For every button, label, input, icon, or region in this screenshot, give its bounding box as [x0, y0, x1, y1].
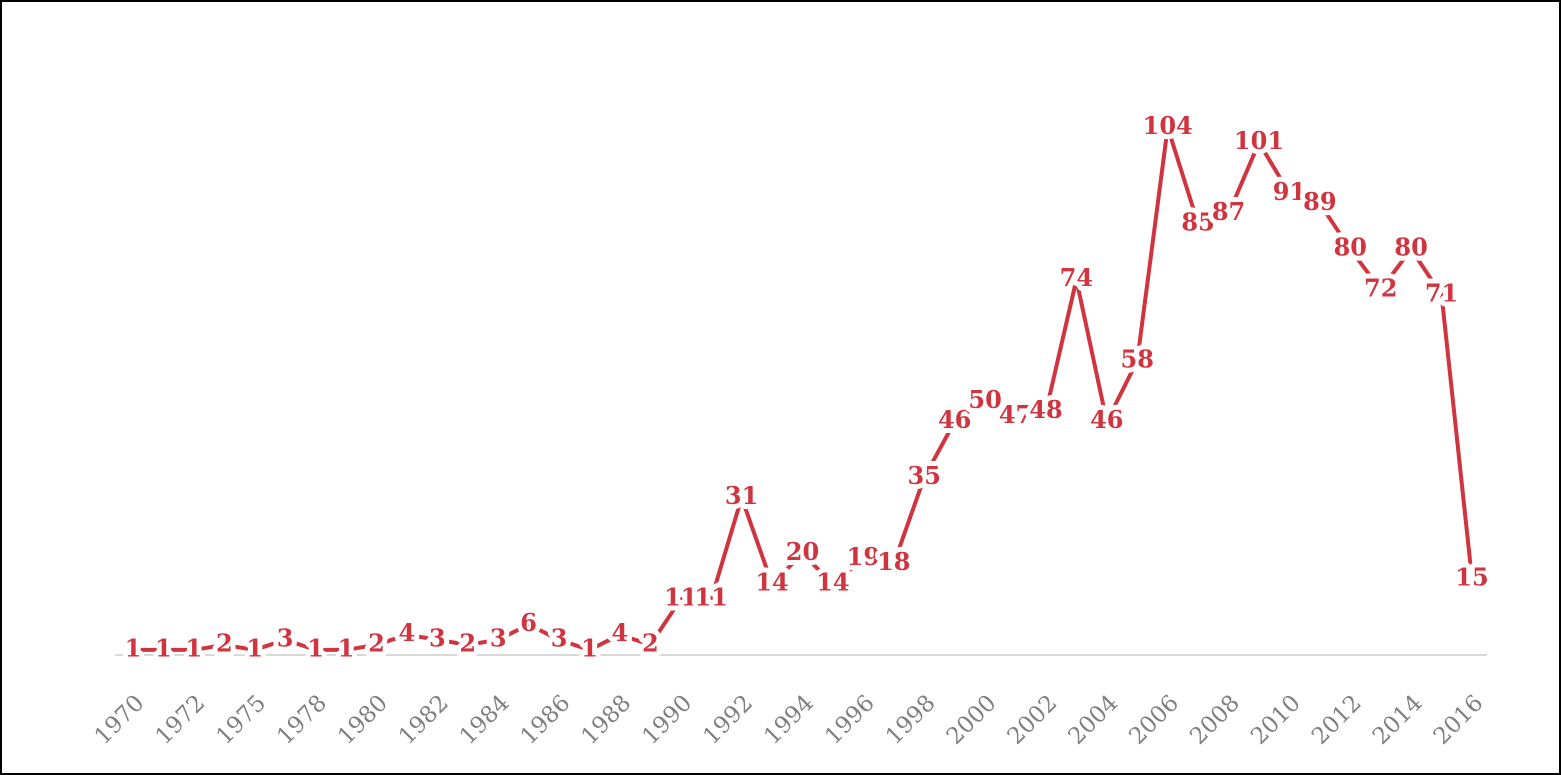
data-label: 4 — [612, 618, 629, 647]
data-label: 3 — [551, 623, 568, 652]
data-label: 47 — [999, 400, 1032, 429]
data-label: 2 — [216, 628, 233, 657]
data-label: 48 — [1029, 395, 1062, 424]
data-label: 31 — [725, 481, 758, 510]
data-label: 1 — [155, 633, 172, 662]
data-label: 46 — [938, 405, 971, 434]
data-label: 14 — [816, 567, 849, 596]
data-label: 85 — [1181, 207, 1214, 236]
data-label: 80 — [1334, 233, 1367, 262]
data-label: 1 — [246, 633, 263, 662]
data-label: 74 — [1060, 263, 1093, 292]
data-label: 1 — [338, 633, 355, 662]
data-label: 80 — [1394, 233, 1427, 262]
data-label: 20 — [786, 537, 819, 566]
data-label: 101 — [1234, 126, 1284, 155]
data-label: 35 — [908, 461, 941, 490]
data-label: 11 — [664, 583, 697, 612]
data-label: 58 — [1121, 344, 1154, 373]
data-label: 46 — [1090, 405, 1123, 434]
data-label: 19 — [847, 542, 880, 571]
data-label: 3 — [429, 623, 446, 652]
data-label: 14 — [755, 567, 788, 596]
data-label: 1 — [307, 633, 324, 662]
data-label: 2 — [459, 628, 476, 657]
data-label: 1 — [125, 633, 142, 662]
data-label: 50 — [968, 385, 1001, 414]
data-label: 104 — [1143, 111, 1193, 140]
data-label: 6 — [520, 608, 537, 637]
data-label: 1 — [581, 633, 598, 662]
data-label: 2 — [642, 628, 659, 657]
data-label: 3 — [490, 623, 507, 652]
data-label: 18 — [877, 547, 910, 576]
data-label: 71 — [1425, 278, 1458, 307]
data-label: 4 — [399, 618, 416, 647]
data-label: 15 — [1455, 562, 1488, 591]
data-label: 89 — [1303, 187, 1336, 216]
data-label: 91 — [1273, 177, 1306, 206]
data-label: 87 — [1212, 197, 1245, 226]
data-label: 1 — [186, 633, 203, 662]
data-label: 2 — [368, 628, 385, 657]
data-label: 11 — [695, 583, 728, 612]
data-label: 72 — [1364, 273, 1397, 302]
data-label: 3 — [277, 623, 294, 652]
line — [133, 126, 1474, 653]
